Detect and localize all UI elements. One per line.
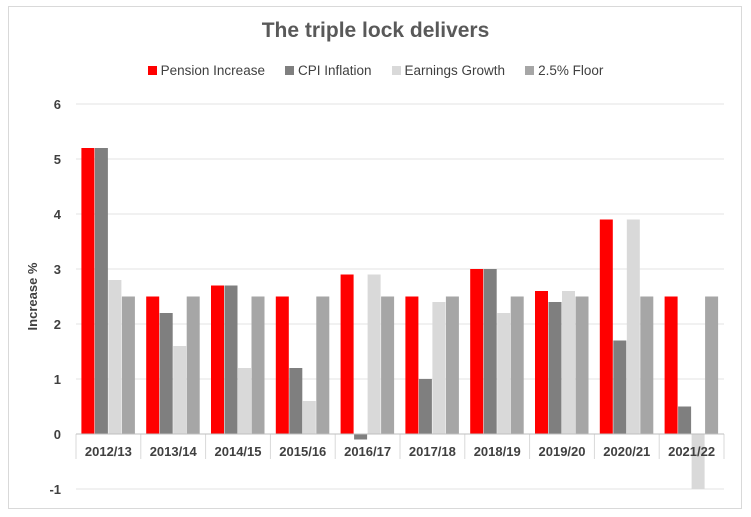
x-tick-label: 2020/21 (603, 444, 650, 459)
legend-swatch (147, 66, 157, 75)
y-tick-label: 6 (54, 97, 61, 112)
bar (121, 296, 135, 434)
bar (302, 401, 316, 434)
bar (381, 296, 395, 434)
legend-item: Earnings Growth (391, 63, 506, 78)
legend: Pension Increase CPI Inflation Earnings Gr… (0, 63, 751, 78)
y-tick-label: 1 (54, 372, 61, 387)
bar (640, 296, 654, 434)
bar (354, 434, 368, 440)
bar (613, 340, 627, 434)
bar (224, 285, 238, 434)
bar (81, 148, 95, 434)
bar (445, 296, 459, 434)
bar (173, 346, 187, 434)
bar (418, 379, 432, 434)
bar (535, 291, 548, 434)
y-tick-label: 0 (54, 427, 61, 442)
legend-swatch (525, 66, 535, 75)
bar (705, 296, 719, 434)
bar (432, 302, 446, 434)
bar (367, 274, 381, 434)
bar (626, 219, 640, 434)
bar (405, 296, 419, 434)
bar (483, 269, 497, 434)
x-tick-label: 2016/17 (344, 444, 391, 459)
x-tick-label: 2017/18 (409, 444, 456, 459)
bar (238, 368, 251, 434)
chart-title: The triple lock delivers (261, 19, 490, 42)
bar (186, 296, 200, 434)
legend-item: Pension Increase (147, 63, 265, 78)
bar (251, 296, 265, 434)
bar (691, 434, 705, 489)
legend-swatch (284, 66, 294, 75)
legend-swatch (391, 66, 401, 75)
x-tick-label: 2012/13 (85, 444, 132, 459)
y-tick-label: 3 (54, 262, 61, 277)
bar (146, 296, 160, 434)
bar (678, 406, 692, 434)
bar (289, 368, 303, 434)
bar (316, 296, 330, 434)
bar (470, 269, 484, 434)
bar (275, 296, 289, 434)
legend-label: Earnings Growth (404, 63, 506, 78)
x-tick-label: 2015/16 (279, 444, 326, 459)
legend-item: 2.5% Floor (525, 63, 603, 78)
bar (664, 296, 678, 434)
bar (340, 274, 354, 434)
legend-label: 2.5% Floor (538, 63, 604, 78)
bar (211, 285, 224, 434)
bar (575, 296, 589, 434)
y-tick-label: 4 (54, 207, 62, 222)
legend-label: CPI Inflation (297, 63, 372, 78)
y-tick-label: 5 (54, 152, 61, 167)
bar (599, 219, 613, 434)
bar (497, 313, 511, 434)
x-tick-label: 2014/15 (215, 444, 262, 459)
y-tick-label: -1 (49, 482, 61, 497)
bar (548, 302, 562, 434)
legend-label: Pension Increase (160, 63, 265, 78)
legend-item: CPI Inflation (284, 63, 372, 78)
y-axis-title: Increase % (25, 262, 40, 330)
bar (108, 280, 122, 434)
y-tick-label: 2 (54, 317, 61, 332)
x-tick-label: 2021/22 (668, 444, 715, 459)
x-tick-label: 2013/14 (150, 444, 198, 459)
x-tick-label: 2018/19 (474, 444, 521, 459)
bar (562, 291, 575, 434)
x-tick-label: 2019/20 (539, 444, 586, 459)
bar (510, 296, 524, 434)
bar (159, 313, 173, 434)
bar (94, 148, 108, 434)
